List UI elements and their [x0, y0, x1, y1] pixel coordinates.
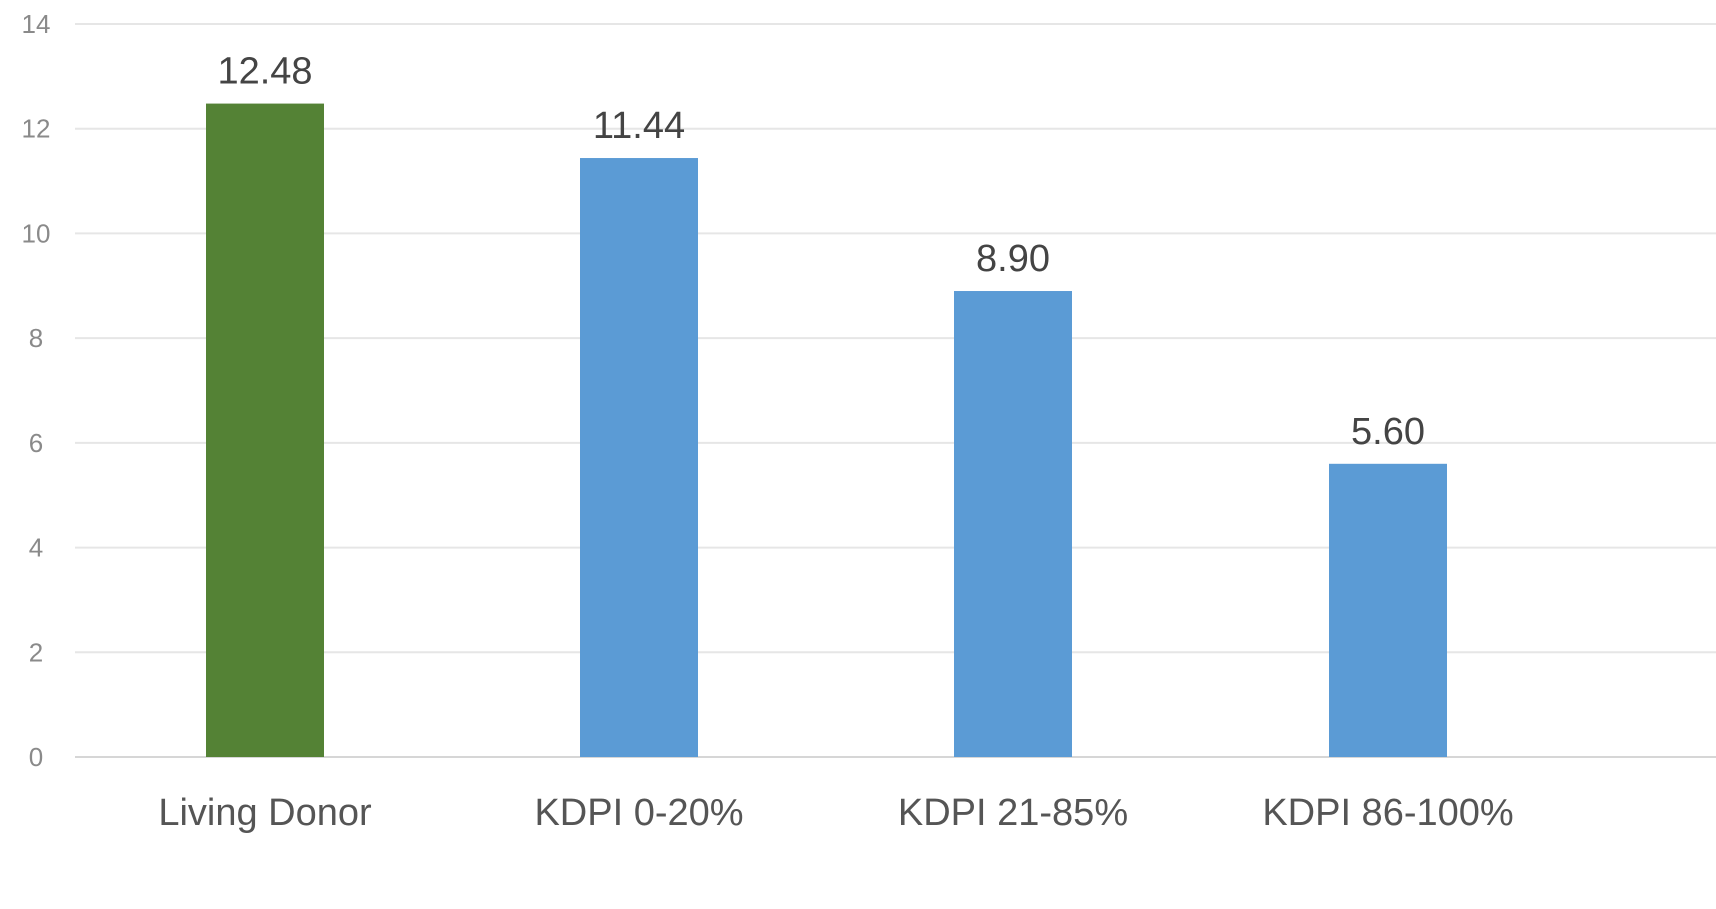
data-label: 5.60 — [1351, 411, 1425, 453]
bar — [580, 158, 698, 757]
y-tick-label: 14 — [22, 9, 51, 39]
y-tick-label: 8 — [29, 323, 43, 353]
y-tick-label: 10 — [22, 218, 51, 248]
bar — [206, 103, 324, 757]
data-labels: 12.48 11.44 8.90 5.60 — [217, 51, 1425, 453]
bar — [1329, 463, 1447, 757]
bars — [206, 103, 1447, 757]
category-label: Living Donor — [158, 792, 372, 834]
category-label: KDPI 86-100% — [1262, 792, 1513, 834]
x-axis-categories: Living Donor KDPI 0-20% KDPI 21-85% KDPI 86… — [158, 792, 1513, 834]
y-tick-label: 4 — [29, 533, 43, 563]
bar — [954, 291, 1072, 757]
y-tick-label: 6 — [29, 428, 43, 458]
y-tick-label: 2 — [29, 637, 43, 667]
data-label: 11.44 — [593, 105, 685, 147]
category-label: KDPI 0-20% — [534, 792, 743, 834]
data-label: 8.90 — [976, 238, 1050, 280]
y-axis-ticks: 0 2 4 6 8 10 12 14 — [22, 9, 51, 772]
y-tick-label: 0 — [29, 742, 43, 772]
gridlines — [75, 23, 1716, 758]
data-label: 12.48 — [217, 51, 312, 93]
y-tick-label: 12 — [22, 114, 51, 144]
category-label: KDPI 21-85% — [898, 792, 1128, 834]
